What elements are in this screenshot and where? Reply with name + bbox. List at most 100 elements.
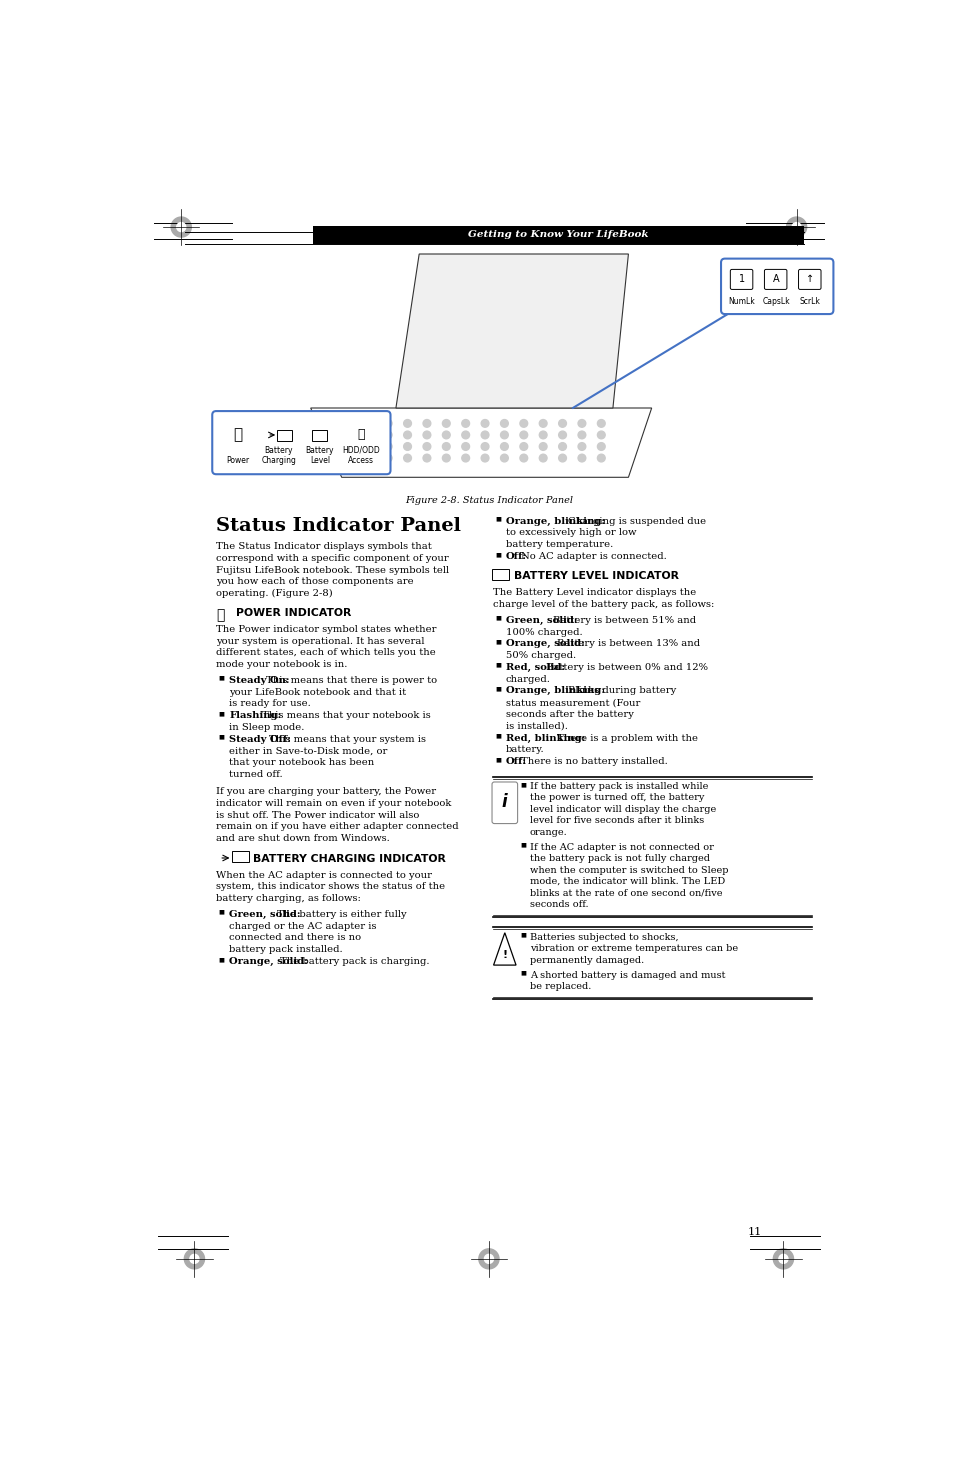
Text: Steady Off:: Steady Off: (229, 735, 291, 743)
Text: HDD/ODD
Access: HDD/ODD Access (342, 445, 379, 465)
Text: is ready for use.: is ready for use. (229, 699, 311, 708)
Text: ■: ■ (519, 932, 525, 938)
Text: The battery is either fully: The battery is either fully (276, 910, 406, 919)
Text: !: ! (501, 950, 507, 960)
Circle shape (500, 442, 508, 450)
Text: orange.: orange. (530, 827, 567, 836)
Text: Status Indicator Panel: Status Indicator Panel (216, 516, 460, 534)
Circle shape (480, 431, 488, 438)
Text: Off:: Off: (505, 552, 526, 560)
Text: Battery is between 51% and: Battery is between 51% and (553, 615, 696, 625)
Circle shape (578, 454, 585, 462)
Text: There is no battery installed.: There is no battery installed. (520, 757, 666, 766)
Text: mode your notebook is in.: mode your notebook is in. (216, 661, 347, 670)
Text: Figure 2-8. Status Indicator Panel: Figure 2-8. Status Indicator Panel (404, 496, 573, 504)
Text: different states, each of which tells you the: different states, each of which tells yo… (216, 649, 436, 658)
Circle shape (171, 217, 192, 237)
FancyBboxPatch shape (763, 270, 786, 289)
Text: Batteries subjected to shocks,: Batteries subjected to shocks, (530, 932, 678, 941)
Text: in Sleep mode.: in Sleep mode. (229, 723, 304, 732)
Text: If you are charging your battery, the Power: If you are charging your battery, the Po… (216, 788, 436, 797)
Text: ■: ■ (519, 971, 525, 976)
Circle shape (176, 223, 186, 232)
Text: ■: ■ (218, 735, 224, 739)
Circle shape (500, 431, 508, 438)
Circle shape (442, 454, 450, 462)
FancyBboxPatch shape (720, 258, 833, 314)
Circle shape (597, 431, 604, 438)
Polygon shape (395, 254, 628, 409)
Circle shape (519, 431, 527, 438)
Text: correspond with a specific component of your: correspond with a specific component of … (216, 553, 449, 563)
Text: If the battery pack is installed while: If the battery pack is installed while (530, 782, 708, 791)
Circle shape (478, 1249, 498, 1268)
Text: ■: ■ (218, 957, 224, 962)
FancyBboxPatch shape (277, 431, 292, 441)
Text: Off:: Off: (505, 757, 526, 766)
Circle shape (519, 419, 527, 428)
Text: No AC adapter is connected.: No AC adapter is connected. (520, 552, 665, 560)
Text: i: i (501, 794, 507, 811)
Text: Blinks during battery: Blinks during battery (567, 686, 676, 695)
Circle shape (384, 431, 392, 438)
Circle shape (422, 419, 431, 428)
Text: 50% charged.: 50% charged. (505, 650, 576, 661)
Circle shape (384, 419, 392, 428)
Text: status measurement (Four: status measurement (Four (505, 698, 639, 707)
Text: ■: ■ (218, 910, 224, 914)
FancyBboxPatch shape (798, 270, 821, 289)
Circle shape (480, 419, 488, 428)
Circle shape (461, 454, 469, 462)
Text: seconds off.: seconds off. (530, 900, 588, 909)
Text: Orange, solid:: Orange, solid: (505, 639, 584, 649)
FancyBboxPatch shape (212, 412, 390, 475)
Text: This means that there is power to: This means that there is power to (266, 676, 436, 684)
Circle shape (461, 442, 469, 450)
Text: Power: Power (226, 456, 249, 465)
Text: ■: ■ (519, 782, 525, 788)
Circle shape (480, 442, 488, 450)
Text: This means that your system is: This means that your system is (269, 735, 426, 743)
Circle shape (384, 454, 392, 462)
FancyBboxPatch shape (312, 431, 327, 441)
Circle shape (785, 217, 806, 237)
Circle shape (538, 454, 546, 462)
Text: A: A (772, 274, 779, 285)
Text: Getting to Know Your LifeBook: Getting to Know Your LifeBook (468, 230, 648, 239)
Circle shape (791, 223, 801, 232)
Circle shape (519, 442, 527, 450)
Circle shape (558, 454, 566, 462)
Circle shape (422, 454, 431, 462)
Text: blinks at the rate of one second on/five: blinks at the rate of one second on/five (530, 888, 721, 897)
Text: the power is turned off, the battery: the power is turned off, the battery (530, 794, 703, 802)
Text: The battery pack is charging.: The battery pack is charging. (280, 957, 430, 966)
Text: ■: ■ (218, 711, 224, 715)
Text: ■: ■ (519, 842, 525, 848)
Text: is shut off. The Power indicator will also: is shut off. The Power indicator will al… (216, 811, 419, 820)
Circle shape (480, 454, 488, 462)
Text: battery temperature.: battery temperature. (505, 540, 613, 549)
Circle shape (500, 454, 508, 462)
Text: ↑: ↑ (805, 274, 813, 285)
Text: When the AC adapter is connected to your: When the AC adapter is connected to your (216, 870, 432, 879)
Text: the battery pack is not fully charged: the battery pack is not fully charged (530, 854, 709, 863)
Circle shape (558, 419, 566, 428)
Text: 11: 11 (747, 1227, 760, 1238)
Text: Orange, solid:: Orange, solid: (229, 957, 308, 966)
Text: ■: ■ (495, 686, 500, 692)
Circle shape (442, 442, 450, 450)
Text: 100% charged.: 100% charged. (505, 627, 582, 637)
Text: NumLk: NumLk (728, 298, 755, 307)
Circle shape (597, 442, 604, 450)
Text: 1: 1 (739, 274, 744, 285)
FancyBboxPatch shape (232, 851, 249, 863)
Circle shape (578, 431, 585, 438)
Text: ScrLk: ScrLk (799, 298, 820, 307)
Text: Battery is between 13% and: Battery is between 13% and (557, 639, 700, 649)
Text: ■: ■ (495, 615, 500, 621)
Text: CapsLk: CapsLk (761, 298, 789, 307)
Circle shape (597, 454, 604, 462)
Text: remain on if you have either adapter connected: remain on if you have either adapter con… (216, 823, 458, 832)
Text: ■: ■ (495, 662, 500, 668)
Text: when the computer is switched to Sleep: when the computer is switched to Sleep (530, 866, 728, 875)
